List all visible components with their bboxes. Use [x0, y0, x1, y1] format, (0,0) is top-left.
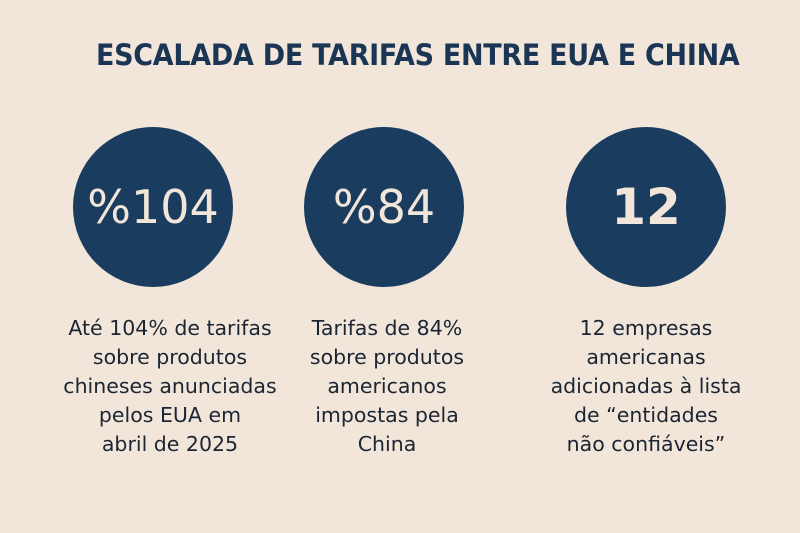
- stat-description-unreliable-entities: 12 empresas americanas adicionadas à lis…: [536, 314, 756, 459]
- description-line: de “entidades: [574, 403, 718, 427]
- description-line: Até 104% de tarifas: [68, 316, 272, 340]
- description-line: americanos: [327, 374, 447, 398]
- description-line: não confiáveis”: [566, 432, 726, 456]
- stat-circle-us-tariffs: %104: [73, 127, 233, 287]
- description-line: sobre produtos: [92, 345, 248, 369]
- stat-value: %84: [332, 180, 436, 234]
- description-line: adicionadas à lista: [550, 374, 742, 398]
- stat-description-china-tariffs: Tarifas de 84% sobre produtos americanos…: [297, 314, 477, 459]
- description-line: 12 empresas: [579, 316, 713, 340]
- description-line: americanas: [586, 345, 706, 369]
- description-line: China: [357, 432, 417, 456]
- stat-circle-china-tariffs: %84: [304, 127, 464, 287]
- description-line: Tarifas de 84%: [311, 316, 463, 340]
- page-title: ESCALADA DE TARIFAS ENTRE EUA E CHINA: [96, 38, 740, 72]
- stat-value: %104: [87, 180, 219, 234]
- stat-description-us-tariffs: Até 104% de tarifas sobre produtos chine…: [45, 314, 295, 459]
- description-line: sobre produtos: [309, 345, 465, 369]
- description-line: impostas pela: [315, 403, 459, 427]
- description-line: chineses anunciadas: [63, 374, 277, 398]
- description-line: pelos EUA em: [98, 403, 242, 427]
- description-line: abril de 2025: [101, 432, 239, 456]
- stat-circle-unreliable-entities: 12: [566, 127, 726, 287]
- stat-value: 12: [611, 178, 681, 236]
